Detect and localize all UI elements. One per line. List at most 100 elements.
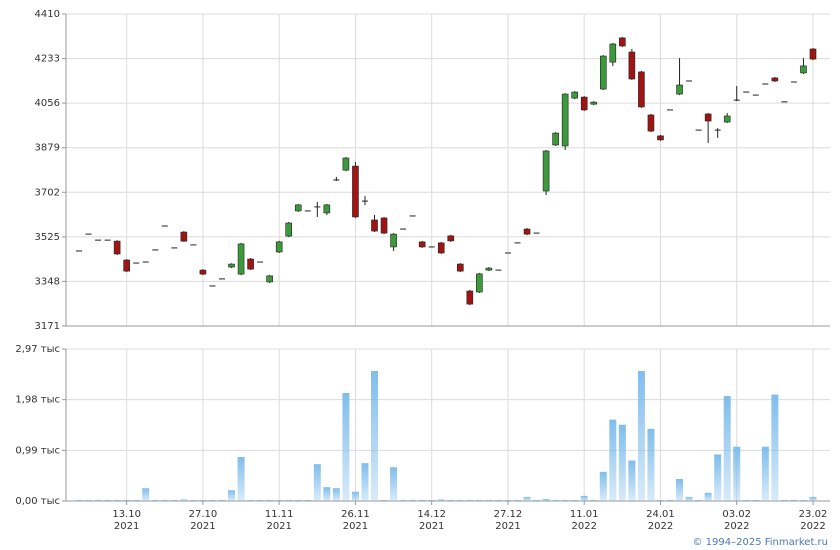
volume-bar xyxy=(513,499,521,501)
x-tick-label: 26.11 xyxy=(341,509,370,520)
volume-bar xyxy=(456,499,464,501)
volume-bar xyxy=(676,478,684,501)
volume-bar xyxy=(361,463,369,501)
volume-bar xyxy=(475,499,483,501)
candle-body xyxy=(771,77,779,82)
volume-bar xyxy=(399,499,407,501)
candle-body xyxy=(456,263,464,272)
volume-bar xyxy=(685,496,693,501)
x-tick-label: 2021 xyxy=(343,521,368,532)
x-tick-label: 13.10 xyxy=(112,509,141,520)
volume-bar xyxy=(780,499,788,501)
volume-bar xyxy=(666,499,674,501)
candle-body xyxy=(199,269,207,275)
volume-bar xyxy=(113,499,121,501)
x-tick-label: 23.02 xyxy=(799,509,828,520)
candle-body xyxy=(371,219,378,232)
x-tick-label: 24.01 xyxy=(646,509,675,520)
candle-body xyxy=(294,204,302,212)
candle-body xyxy=(123,259,130,272)
x-tick-label: 2022 xyxy=(724,521,749,532)
candle-body xyxy=(590,101,598,105)
volume-bar xyxy=(618,424,626,501)
x-tick-label: 14.12 xyxy=(417,509,446,520)
volume-bar xyxy=(723,396,731,501)
candle-body xyxy=(342,157,350,171)
candle-body xyxy=(723,115,731,123)
volume-bar xyxy=(275,499,283,501)
candle-body xyxy=(657,135,664,141)
candle-body xyxy=(599,55,607,90)
volume-bar xyxy=(75,499,83,501)
volume-bar xyxy=(304,499,312,501)
volume-bar xyxy=(733,446,741,501)
y-tick-label: 4233 xyxy=(35,54,60,65)
volume-bar xyxy=(695,499,703,501)
candle-body xyxy=(476,273,483,293)
volume-bar xyxy=(637,371,645,501)
candle-body xyxy=(285,222,293,237)
y-tick-label: 3525 xyxy=(35,232,60,243)
x-tick-label: 2021 xyxy=(266,521,291,532)
credit[interactable]: © 1994–2025 Finmarket.ru xyxy=(692,537,828,548)
candle-body xyxy=(809,48,817,60)
y-tick-label: 2,97 тыс xyxy=(15,344,60,355)
candle-body xyxy=(380,217,388,234)
volume-bar xyxy=(342,393,350,501)
x-tick-label: 2021 xyxy=(419,521,444,532)
candle-body xyxy=(266,275,273,283)
x-tick-label: 27.10 xyxy=(189,509,218,520)
volume-bar xyxy=(761,446,769,501)
volume-bar xyxy=(542,498,550,501)
volume-bar xyxy=(599,471,607,501)
volume-bar xyxy=(266,499,274,501)
candle-body xyxy=(542,150,550,192)
x-tick-label: 27.12 xyxy=(494,509,523,520)
volume-bar xyxy=(285,499,293,501)
candle-body xyxy=(800,65,807,74)
candle-body xyxy=(580,96,588,111)
candle-body xyxy=(609,43,617,63)
candle-body xyxy=(628,51,636,80)
volume-bar xyxy=(123,499,131,501)
volume-bar xyxy=(218,499,226,501)
candle-body xyxy=(552,132,559,146)
candle-body xyxy=(704,113,712,122)
volume-bar xyxy=(466,499,474,501)
volume-bar xyxy=(647,428,655,501)
volume-bar xyxy=(809,496,817,501)
volume-bar xyxy=(332,488,340,501)
candle-body xyxy=(647,114,655,132)
candle-body xyxy=(437,242,445,254)
volume-bar xyxy=(94,499,102,501)
volume-bar xyxy=(228,490,236,501)
y-tick-label: 4056 xyxy=(35,98,60,109)
candle-body xyxy=(676,84,683,95)
x-tick-label: 2022 xyxy=(571,521,596,532)
volume-bar xyxy=(418,499,426,501)
candle-body xyxy=(561,93,569,147)
volume-bar xyxy=(561,499,569,501)
volume-bar xyxy=(390,467,398,501)
volume-bar xyxy=(533,499,541,501)
volume-bar xyxy=(237,456,245,501)
x-tick-label: 2021 xyxy=(190,521,215,532)
volume-bar xyxy=(256,499,264,501)
volume-bar xyxy=(371,371,379,501)
candle-body xyxy=(619,37,626,47)
volume-bar xyxy=(208,499,216,501)
x-tick-label: 2021 xyxy=(495,521,520,532)
volume-bar xyxy=(142,488,150,501)
candle-body xyxy=(247,258,254,270)
volume-bar xyxy=(494,499,502,501)
x-tick-label: 2022 xyxy=(648,521,673,532)
x-tick-label: 2022 xyxy=(800,521,825,532)
volume-bar xyxy=(294,499,302,501)
y-tick-label: 3348 xyxy=(35,276,60,287)
y-tick-label: 0,99 тыс xyxy=(15,445,60,456)
volume-bar xyxy=(799,499,807,501)
candle-body xyxy=(323,204,331,214)
candle-body xyxy=(113,240,121,255)
volume-bar xyxy=(351,491,359,501)
